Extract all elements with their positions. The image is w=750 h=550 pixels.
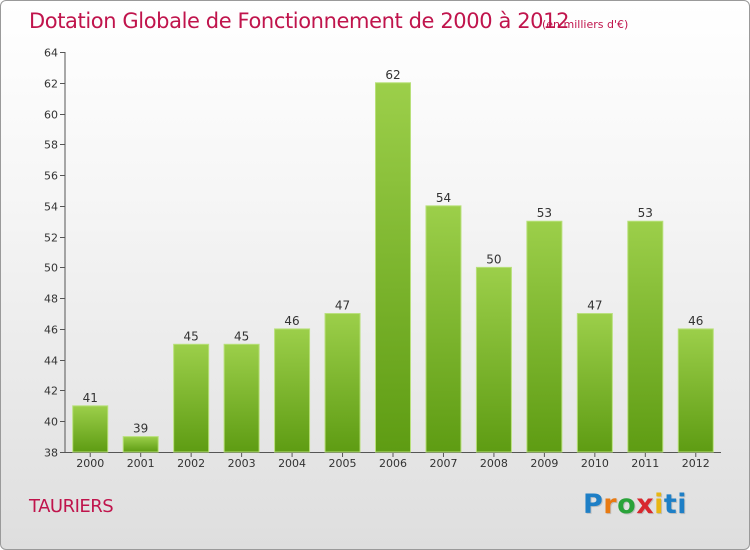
y-tick-label: 64: [44, 47, 58, 60]
data-labels: 41 39 45 45 46 47 62 54 50 53 47 53 46: [83, 68, 704, 436]
x-tick-label: 2002: [177, 457, 205, 470]
x-tick-label: 2003: [228, 457, 256, 470]
y-tick-label: 44: [44, 355, 58, 368]
bar: [72, 405, 109, 453]
bar-value-label: 53: [537, 206, 552, 220]
bar: [274, 328, 311, 453]
bar-value-label: 47: [587, 299, 602, 313]
x-tick-label: 2008: [480, 457, 508, 470]
bar: [425, 205, 462, 453]
y-axis: 38 40 42 44 46 48 50 52 54 56 58 60 62 64: [44, 47, 66, 460]
x-tick-label: 2011: [631, 457, 659, 470]
y-tick-label: 52: [44, 232, 58, 245]
x-axis: 2000 2001 2002 2003 2004 2005 2006 2007 2008 2009…: [65, 452, 721, 470]
bar-value-label: 62: [385, 68, 400, 82]
bar: [526, 220, 563, 453]
bar-value-label: 45: [184, 329, 199, 343]
bar-value-label: 46: [284, 314, 299, 328]
bar-value-label: 46: [688, 314, 703, 328]
y-tick-label: 46: [44, 324, 58, 337]
bar: [475, 266, 512, 453]
y-tick-label: 40: [44, 416, 58, 429]
bar: [223, 343, 260, 453]
chart-title: Dotation Globale de Fonctionnement de 20…: [29, 9, 570, 33]
commune-name: TAURIERS: [29, 496, 114, 517]
x-tick-label: 2005: [329, 457, 357, 470]
bars: [72, 82, 714, 453]
y-tick-label: 48: [44, 293, 58, 306]
x-tick-label: 2009: [530, 457, 558, 470]
bar: [677, 328, 714, 453]
bar-value-label: 53: [638, 206, 653, 220]
bar: [173, 343, 210, 453]
bar-value-label: 41: [83, 391, 98, 405]
y-tick-label: 54: [44, 201, 58, 214]
bar-value-label: 54: [436, 191, 451, 205]
x-tick-label: 2010: [581, 457, 609, 470]
x-tick-label: 2000: [76, 457, 104, 470]
bar-value-label: 47: [335, 299, 350, 313]
y-tick-label: 58: [44, 139, 58, 152]
bar: [627, 220, 664, 453]
x-tick-label: 2012: [682, 457, 710, 470]
x-tick-label: 2006: [379, 457, 407, 470]
y-tick-label: 56: [44, 170, 58, 183]
y-tick-label: 62: [44, 78, 58, 91]
bar-value-label: 50: [486, 252, 501, 266]
proxiti-logo: Proxiti: [583, 489, 688, 520]
bar-value-label: 45: [234, 329, 249, 343]
y-tick-label: 42: [44, 385, 58, 398]
bar: [576, 313, 613, 453]
bar: [122, 436, 159, 453]
x-tick-label: 2001: [127, 457, 155, 470]
x-tick-label: 2004: [278, 457, 306, 470]
y-tick-label: 50: [44, 262, 58, 275]
bar-value-label: 39: [133, 422, 148, 436]
bar: [324, 313, 361, 453]
chart-unit: (en milliers d'€): [542, 18, 629, 31]
bar: [375, 82, 411, 453]
y-tick-label: 60: [44, 109, 58, 122]
y-tick-label: 38: [44, 447, 58, 460]
x-tick-label: 2007: [429, 457, 457, 470]
